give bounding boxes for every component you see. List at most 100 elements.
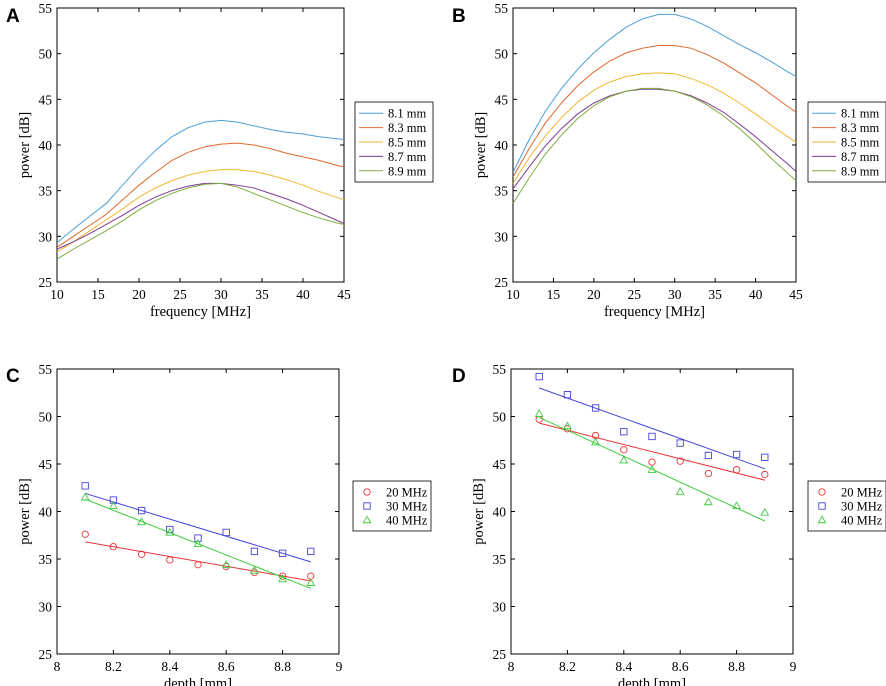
y-tick-label: 25 (39, 275, 53, 290)
panel-label: A (6, 6, 20, 27)
y-tick-label: 30 (495, 229, 509, 244)
panel-label: D (452, 366, 466, 387)
x-tick-label: 30 (214, 287, 228, 302)
x-tick-label: 8.8 (274, 659, 291, 674)
legend-swatch (363, 502, 371, 510)
y-tick-label: 30 (493, 600, 507, 615)
data-point-20-MHz (137, 550, 146, 558)
x-tick-label: 40 (296, 287, 310, 302)
y-tick-label: 45 (495, 92, 509, 107)
x-axis-label: frequency [MHz] (150, 304, 251, 320)
y-tick-label: 55 (495, 1, 509, 16)
data-point-20-MHz (704, 469, 713, 478)
fit-line-20-MHz (539, 422, 765, 481)
series-line-8.1-mm (57, 119, 344, 244)
x-tick-label: 8.4 (615, 659, 632, 674)
x-tick-label: 8 (508, 659, 515, 674)
data-point-40-MHz (591, 437, 601, 446)
x-tick-label: 8.4 (161, 659, 178, 674)
data-point-40-MHz (278, 574, 288, 583)
data-point-30-MHz (137, 506, 146, 515)
y-tick-label: 50 (493, 410, 507, 425)
x-tick-label: 35 (708, 287, 722, 302)
x-axis-label: depth [mm] (164, 676, 232, 686)
y-tick-label: 40 (495, 138, 509, 153)
series-line-8.1-mm (513, 13, 796, 173)
plot-frame (56, 7, 345, 283)
data-point-40-MHz (562, 421, 572, 430)
data-point-40-MHz (193, 539, 203, 548)
legend-entry-label: 40 MHz (841, 514, 883, 528)
y-tick-label: 40 (493, 505, 507, 520)
x-tick-label: 30 (668, 287, 682, 302)
fit-line-30-MHz (85, 492, 311, 563)
data-point-30-MHz (278, 549, 287, 557)
legend-entry-label: 8.7 mm (388, 150, 426, 164)
series-line-8.5-mm (57, 169, 344, 253)
data-point-20-MHz (732, 466, 741, 474)
plot-area (513, 13, 796, 204)
x-tick-label: 40 (749, 287, 763, 302)
legend-entry-label: 8.5 mm (841, 136, 879, 150)
plot-area (57, 119, 344, 260)
legend-entry-label: 40 MHz (386, 514, 428, 528)
data-point-30-MHz (563, 391, 572, 399)
data-point-30-MHz (761, 453, 769, 461)
legend-entry-label: 8.1 mm (388, 107, 426, 121)
legend: 8.1 mm8.3 mm8.5 mm8.7 mm8.9 mm (354, 101, 434, 183)
series-line-8.7-mm (57, 182, 344, 250)
x-tick-label: 8.6 (218, 659, 235, 674)
y-tick-label: 35 (495, 184, 509, 199)
data-point-40-MHz (306, 578, 316, 586)
fit-line-40-MHz (85, 498, 311, 589)
data-point-30-MHz (81, 482, 89, 490)
series-line-8.9-mm (513, 87, 796, 204)
x-axis-label: frequency [MHz] (604, 304, 705, 320)
x-tick-label: 15 (547, 287, 561, 302)
data-point-40-MHz (619, 455, 629, 464)
y-tick-label: 25 (495, 275, 509, 290)
data-point-30-MHz (250, 547, 259, 556)
legend-swatch (362, 515, 372, 524)
y-tick-label: 55 (39, 1, 53, 16)
legend-entry-label: 30 MHz (386, 500, 428, 514)
data-point-20-MHz (676, 457, 684, 465)
y-tick-label: 45 (39, 457, 53, 472)
legend-swatch (818, 502, 826, 510)
panel-label: C (6, 366, 20, 387)
y-tick-label: 35 (39, 552, 53, 567)
y-tick-label: 35 (39, 184, 53, 199)
y-axis-label: power [dB] (473, 112, 489, 178)
x-tick-label: 25 (173, 287, 187, 302)
plot-frame (512, 7, 797, 283)
y-tick-label: 50 (39, 410, 53, 425)
x-tick-label: 20 (587, 287, 601, 302)
plot-frame (56, 368, 340, 655)
legend-entry-label: 8.5 mm (388, 136, 426, 150)
legend-entry-label: 8.7 mm (841, 150, 879, 164)
plot-area (534, 372, 770, 522)
x-tick-label: 9 (336, 659, 343, 674)
plot-area (80, 482, 316, 589)
data-point-40-MHz (137, 517, 147, 526)
y-tick-label: 55 (39, 362, 53, 377)
y-tick-label: 30 (39, 600, 53, 615)
x-tick-label: 8.8 (728, 659, 745, 674)
data-point-40-MHz (647, 465, 657, 473)
data-point-30-MHz (307, 547, 315, 556)
y-tick-label: 25 (493, 647, 507, 662)
data-point-40-MHz (534, 409, 544, 417)
plot-frame (510, 368, 794, 655)
data-point-20-MHz (761, 470, 769, 479)
fit-line-30-MHz (539, 387, 765, 470)
series-line-8.9-mm (57, 182, 344, 260)
legend-entry-label: 8.3 mm (388, 121, 426, 135)
x-tick-label: 8 (54, 659, 61, 674)
data-point-30-MHz (648, 432, 656, 441)
legend-entry-label: 8.3 mm (841, 121, 879, 135)
data-point-40-MHz (165, 527, 175, 536)
y-tick-label: 25 (39, 647, 53, 662)
x-axis-label: depth [mm] (618, 676, 686, 686)
x-tick-label: 8.2 (559, 659, 576, 674)
